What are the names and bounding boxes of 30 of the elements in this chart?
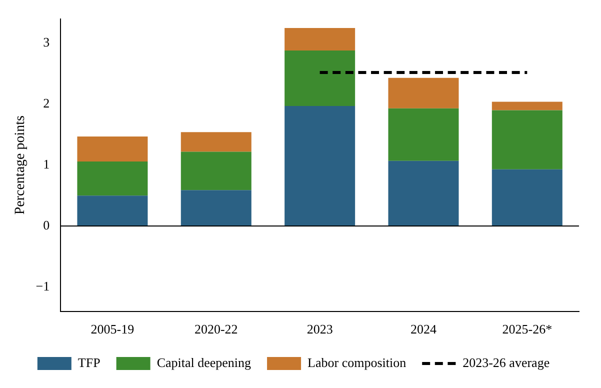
y-tick-label: 2 xyxy=(43,96,50,111)
legend-label: Capital deepening xyxy=(156,354,252,370)
bar xyxy=(284,28,356,50)
bar xyxy=(492,102,562,110)
bar xyxy=(180,132,252,152)
y-tick-label: −1 xyxy=(36,278,50,294)
bar xyxy=(77,196,148,226)
bar xyxy=(388,108,459,161)
x-tick-label: 2024 xyxy=(410,322,437,337)
bar xyxy=(180,152,252,190)
bar xyxy=(388,160,459,226)
bar xyxy=(180,190,252,226)
bar xyxy=(77,161,148,196)
bar xyxy=(284,106,356,226)
x-tick-label: 2005-19 xyxy=(90,322,134,337)
legend-label: Labor composition xyxy=(308,354,407,370)
x-tick-label: 2020-22 xyxy=(194,322,238,337)
bar xyxy=(492,110,562,170)
bar xyxy=(492,169,562,226)
x-tick-label: 2023 xyxy=(306,322,333,337)
bar xyxy=(77,136,148,162)
legend-label: 2023-26 average xyxy=(462,354,550,370)
y-tick-label: 0 xyxy=(43,217,50,232)
legend-label: TFP xyxy=(78,354,100,370)
bar xyxy=(388,78,459,108)
x-tick-label: 2025-26* xyxy=(502,322,552,337)
y-tick-label: 1 xyxy=(43,156,50,172)
bar xyxy=(284,50,356,106)
y-axis-title: Percentage points xyxy=(13,116,28,215)
y-tick-label: 3 xyxy=(43,34,50,50)
